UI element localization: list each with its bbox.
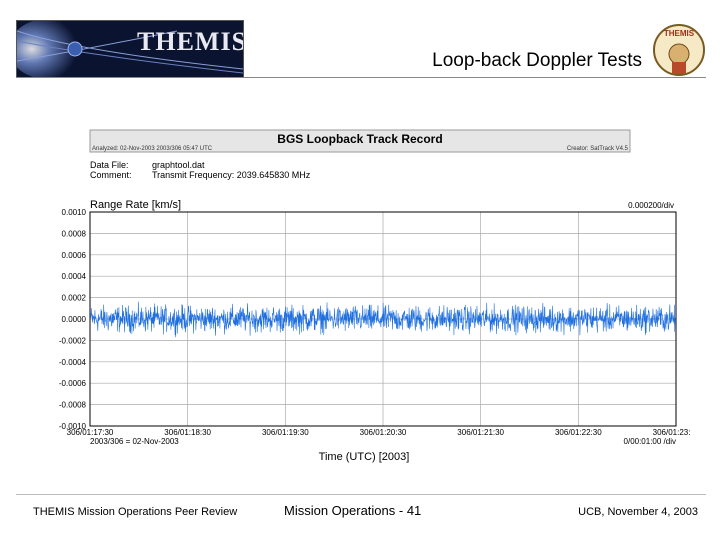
- plot-frame: [89, 211, 677, 427]
- y-tick-label: 0.0004: [62, 272, 87, 281]
- x-tick-label: 306/01:23:30: [653, 428, 690, 437]
- y-tick-label: 0.0006: [62, 251, 87, 260]
- y-tick-label: -0.0002: [59, 336, 87, 345]
- y-tick-label: 0.0010: [62, 208, 87, 217]
- footer-center: Mission Operations - 41: [284, 503, 422, 518]
- x-tick-label: 306/01:21:30: [457, 428, 504, 437]
- y-scale-label: 0.000200/div: [628, 201, 674, 210]
- y-tick-label: -0.0010: [59, 422, 87, 431]
- creator-text: Creator: SatTrack V4.5: [567, 146, 629, 152]
- comment-label: Comment:: [90, 170, 132, 180]
- footer-left: THEMIS Mission Operations Peer Review: [33, 506, 238, 518]
- analyzed-text: Analyzed: 02-Nov-2003 2003/306 05:47 UTC: [92, 146, 213, 152]
- y-tick-label: -0.0004: [59, 358, 87, 367]
- themis-logo: THEMIS: [16, 20, 244, 78]
- comment-value: Transmit Frequency: 2039.645830 MHz: [152, 170, 311, 180]
- x-axis-label: Time (UTC) [2003]: [319, 451, 410, 463]
- chart-header-box: [89, 129, 631, 153]
- range-rate-chart: BGS Loopback Track Record Analyzed: 02-N…: [59, 129, 700, 463]
- y-tick-labels: 0.0010 0.0008 0.0006 0.0004 0.0002 0.0000 -0.0…: [59, 208, 87, 431]
- footer-right: UCB, November 4, 2003: [578, 506, 698, 518]
- y-tick-label: 0.0008: [62, 229, 87, 238]
- slide-title: Loop-back Doppler Tests: [432, 50, 642, 71]
- x-tick-label: 306/01:22:30: [555, 428, 602, 437]
- data-file-label: Data File:: [90, 160, 129, 170]
- series-line: [90, 301, 676, 338]
- x-start-label: 2003/306 = 02-Nov-2003: [90, 437, 179, 446]
- y-tick-label: -0.0008: [59, 401, 87, 410]
- y-tick-label: 0.0002: [62, 294, 87, 303]
- y-axis-label: Range Rate [km/s]: [90, 199, 181, 211]
- y-tick-label: -0.0006: [59, 379, 87, 388]
- x-tick-label: 306/01:17:30: [67, 428, 114, 437]
- chart-title: BGS Loopback Track Record: [277, 132, 442, 146]
- x-tick-label: 306/01:18:30: [164, 428, 211, 437]
- title-divider: [16, 77, 706, 78]
- logo-text: THEMIS: [137, 27, 244, 56]
- x-scale-label: 0/00:01:00 /div: [624, 437, 676, 446]
- x-tick-label: 306/01:20:30: [360, 428, 407, 437]
- x-tick-labels: 306/01:17:30 306/01:18:30 306/01:19:30 306/…: [67, 428, 700, 437]
- x-tick-label: 306/01:19:30: [262, 428, 309, 437]
- logo-artwork: [17, 21, 243, 77]
- mascot-text: THEMIS: [664, 29, 695, 38]
- themis-mascot-logo: THEMIS: [652, 22, 706, 78]
- footer-divider: [16, 494, 706, 495]
- chart-container: BGS Loopback Track Record Analyzed: 02-N…: [34, 126, 700, 468]
- y-tick-label: 0.0000: [62, 315, 87, 324]
- data-file-value: graphtool.dat: [152, 160, 205, 170]
